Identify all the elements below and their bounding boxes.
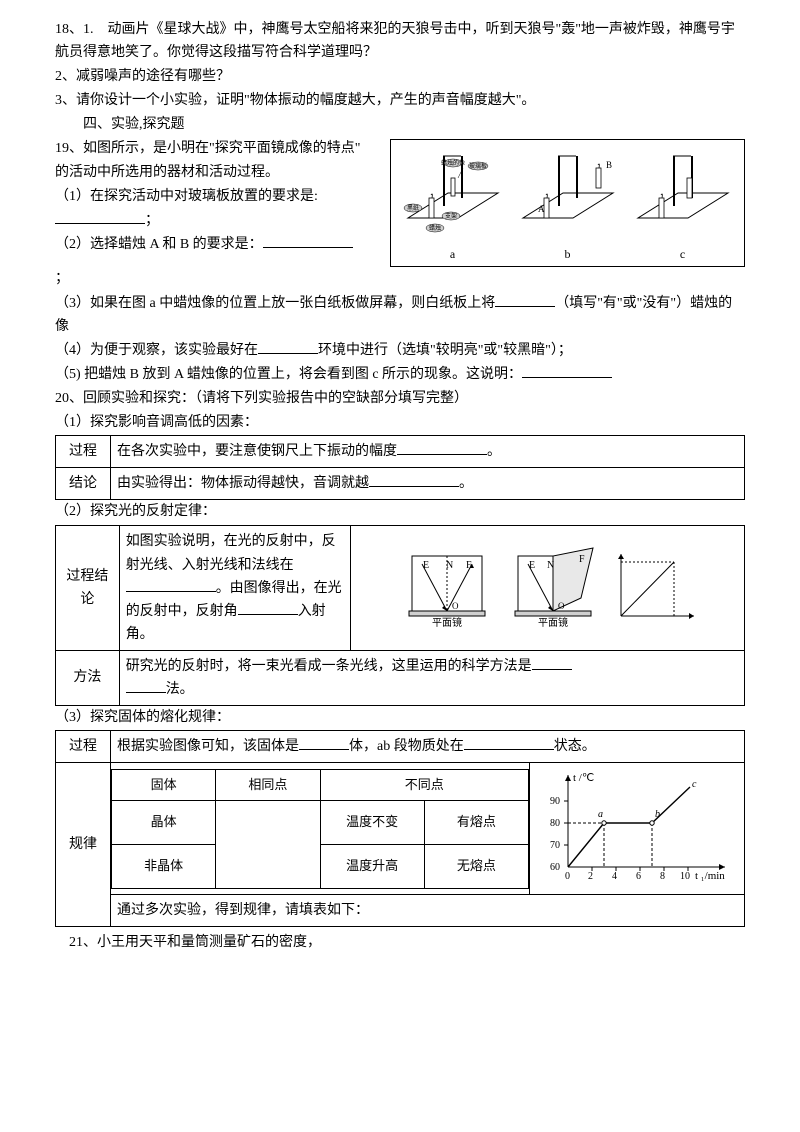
q19-sub2: （2）选择蜡烛 A 和 B 的要求是： (55, 237, 263, 252)
label-c: c (680, 245, 685, 265)
svg-text:A: A (538, 204, 545, 214)
blank (522, 364, 612, 378)
q19-sub1b: ； (145, 213, 159, 228)
mirror-scene-c (633, 148, 733, 243)
blank (55, 210, 145, 224)
cell-label: 过程 (56, 436, 111, 468)
svg-text:F: F (579, 554, 585, 565)
svg-text:B: B (606, 160, 612, 170)
svg-text:E: E (529, 560, 535, 571)
q20-table3: 过程 根据实验图像可知，该固体是体，ab 段物质处在状态。 规律 固体 相同点 … (55, 730, 745, 927)
cell-content: 研究光的反射时，将一束光看成一条光线，这里运用的科学方法是法。 (119, 650, 744, 705)
svg-text:蜡烛的像: 蜡烛的像 (440, 159, 464, 167)
svg-text:黑纸: 黑纸 (406, 204, 418, 212)
svg-text:t /℃: t /℃ (573, 772, 594, 784)
cell-content: 在各次实验中，要注意使钢尺上下振动的幅度。 (111, 436, 745, 468)
svg-text:O: O (452, 601, 459, 611)
cell-content: 由实验得出：物体振动得越快，音调就越。 (111, 468, 745, 500)
svg-text:N: N (446, 560, 453, 571)
svg-text:平面镜: 平面镜 (538, 616, 568, 629)
q19-sub2b: ； (55, 271, 69, 286)
svg-text:N: N (547, 560, 554, 571)
q21: 21、小王用天平和量筒测量矿石的密度， (55, 931, 745, 954)
svg-text:2: 2 (588, 871, 593, 882)
reflection-diagrams: E N F O 平面镜 E N F O 平面镜 (351, 526, 745, 650)
rules-footer: 通过多次实验，得到规律，请填表如下： (111, 895, 745, 927)
svg-text:60: 60 (550, 862, 560, 873)
q20-s2-title: （2）探究光的反射定律： (55, 500, 745, 523)
mirror-scene-a: 蜡烛的像 玻璃板 黑纸 支架 蜡烛 (403, 148, 503, 243)
q19-sub4b: 环境中进行（选填"较明亮"或"较黑暗"）； (318, 343, 572, 358)
label-a: a (450, 245, 455, 265)
q19-sub1: （1）在探究活动中对玻璃板放置的要求是: (55, 189, 318, 204)
q19-sub5a: （5) 把蜡烛 B 放到 A 蜡烛像的位置上，将会看到图 c 所示的现象。这说明… (55, 367, 522, 382)
q18-p1: 18、1. 动画片《星球大战》中，神鹰号太空船将来犯的天狼号击中，听到天狼号"轰… (55, 18, 745, 64)
svg-text:c: c (692, 779, 697, 790)
svg-text:80: 80 (550, 818, 560, 829)
svg-text:4: 4 (612, 871, 617, 882)
melting-chart: t /℃ t ₁/min 60 70 80 90 0 2 4 6 8 10 (530, 763, 745, 895)
q20-table2: 过程结论 如图实验说明，在光的反射中，反射光线、入射光线和法线在。由图像得出，在… (55, 525, 745, 706)
svg-text:6: 6 (636, 871, 641, 882)
reflection-diag-1: E N F O 平面镜 (397, 546, 497, 631)
q18-p3: 3、请你设计一个小实验，证明"物体振动的幅度越大，产生的声音幅度越大"。 (55, 89, 745, 112)
cell-content: 如图实验说明，在光的反射中，反射光线、入射光线和法线在。由图像得出，在光的反射中… (119, 526, 351, 650)
q19-intro: 19、如图所示，是小明在"探究平面镜成像的特点" 的活动中所选用的器材和活动过程… (55, 137, 382, 183)
q18-p2: 2、减弱噪声的途径有哪些？ (55, 65, 745, 88)
blank (263, 234, 353, 248)
svg-text:O: O (558, 601, 565, 611)
section4-title: 四、实验,探究题 (55, 113, 745, 136)
q20-s3-title: （3）探究固体的熔化规律： (55, 706, 745, 729)
reflection-graph (609, 546, 699, 631)
svg-text:90: 90 (550, 796, 560, 807)
cell-label: 方法 (56, 650, 120, 705)
cell-label: 结论 (56, 468, 111, 500)
svg-text:a: a (598, 809, 603, 820)
q20-s1-title: （1）探究影响音调高低的因素： (55, 411, 745, 434)
svg-text:b: b (655, 809, 660, 820)
rules-subtable: 固体 相同点 不同点 晶体 温度不变 有熔点 非晶体 温度升高 无熔点 (111, 763, 530, 895)
label-b: b (565, 245, 571, 265)
cell-label: 过程结论 (56, 526, 120, 650)
svg-text:F: F (466, 560, 472, 571)
q19-sub4a: （4）为便于观察，该实验最好在 (55, 343, 258, 358)
svg-text:E: E (423, 560, 429, 571)
svg-text:8: 8 (660, 871, 665, 882)
svg-text:支架: 支架 (444, 212, 456, 220)
blank (495, 293, 555, 307)
svg-text:10: 10 (680, 871, 690, 882)
q20-table1: 过程 在各次实验中，要注意使钢尺上下振动的幅度。 结论 由实验得出：物体振动得越… (55, 435, 745, 500)
svg-text:t ₁/min: t ₁/min (695, 870, 725, 882)
mirror-scene-b: A B (518, 148, 618, 243)
svg-text:平面镜: 平面镜 (432, 616, 462, 629)
svg-text:蜡烛: 蜡烛 (428, 224, 440, 232)
q19-sub3a: （3）如果在图 a 中蜡烛像的位置上放一张白纸板做屏幕，则白纸板上将 (55, 296, 495, 311)
svg-text:玻璃板: 玻璃板 (468, 162, 486, 170)
svg-text:70: 70 (550, 840, 560, 851)
svg-text:0: 0 (565, 871, 570, 882)
cell-label: 过程 (56, 731, 111, 763)
reflection-diag-2: E N F O 平面镜 (503, 546, 603, 631)
cell-label: 规律 (56, 763, 111, 927)
cell-content: 根据实验图像可知，该固体是体，ab 段物质处在状态。 (111, 731, 745, 763)
q20-title: 20、回顾实验和探究：（请将下列实验报告中的空缺部分填写完整） (55, 387, 745, 410)
q19-figure: 蜡烛的像 玻璃板 黑纸 支架 蜡烛 a (390, 139, 745, 267)
blank (258, 340, 318, 354)
q19-block: 19、如图所示，是小明在"探究平面镜成像的特点" 的活动中所选用的器材和活动过程… (55, 137, 745, 267)
